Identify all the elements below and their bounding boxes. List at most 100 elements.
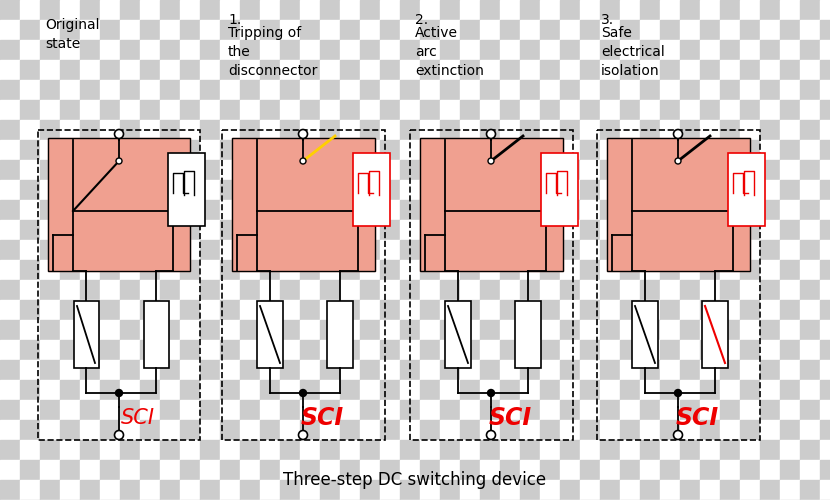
Bar xyxy=(780,360,800,380)
Bar xyxy=(140,120,160,140)
Bar xyxy=(660,280,680,300)
Bar xyxy=(540,160,560,180)
Bar xyxy=(160,380,180,400)
Bar xyxy=(620,180,640,200)
Bar xyxy=(500,280,520,300)
Bar xyxy=(500,460,520,480)
Bar xyxy=(640,60,660,80)
Bar xyxy=(800,0,820,20)
Bar xyxy=(100,120,120,140)
Bar xyxy=(140,400,160,420)
Bar xyxy=(560,140,580,160)
Bar xyxy=(200,280,220,300)
Bar xyxy=(140,460,160,480)
Bar xyxy=(220,360,240,380)
Bar xyxy=(520,260,540,280)
Bar xyxy=(300,320,320,340)
Bar xyxy=(700,40,720,60)
Bar xyxy=(260,140,280,160)
Bar xyxy=(260,120,280,140)
Bar xyxy=(480,0,500,20)
Bar xyxy=(740,440,760,460)
Bar xyxy=(520,440,540,460)
Bar xyxy=(680,260,700,280)
Bar xyxy=(720,180,740,200)
Bar xyxy=(400,200,420,220)
Bar xyxy=(240,40,260,60)
Bar xyxy=(220,380,240,400)
Bar xyxy=(80,360,100,380)
Bar xyxy=(720,40,740,60)
Bar xyxy=(760,280,780,300)
Bar xyxy=(380,380,400,400)
Bar xyxy=(340,300,360,320)
Circle shape xyxy=(488,158,494,164)
Bar xyxy=(420,138,563,271)
Bar xyxy=(160,160,180,180)
Bar xyxy=(360,400,380,420)
Bar xyxy=(720,20,740,40)
Bar xyxy=(600,80,620,100)
Text: 1.: 1. xyxy=(228,13,242,27)
Bar xyxy=(480,40,500,60)
Bar xyxy=(360,420,380,440)
Bar xyxy=(560,320,580,340)
Bar xyxy=(160,460,180,480)
Bar xyxy=(60,180,80,200)
Bar xyxy=(60,100,80,120)
Bar xyxy=(780,60,800,80)
Bar xyxy=(820,40,830,60)
Bar xyxy=(520,320,540,340)
Bar xyxy=(60,320,80,340)
Bar xyxy=(180,20,200,40)
Bar xyxy=(300,280,320,300)
Bar xyxy=(180,140,200,160)
Bar xyxy=(420,340,440,360)
Bar xyxy=(100,300,120,320)
Bar xyxy=(80,220,100,240)
Bar xyxy=(240,140,260,160)
Bar xyxy=(520,480,540,500)
Bar xyxy=(360,320,380,340)
Bar xyxy=(700,180,720,200)
Bar xyxy=(40,360,60,380)
Bar xyxy=(440,40,460,60)
Bar xyxy=(360,60,380,80)
Bar xyxy=(60,400,80,420)
Bar xyxy=(120,20,140,40)
Bar xyxy=(280,160,300,180)
Bar xyxy=(160,120,180,140)
Bar xyxy=(780,140,800,160)
Bar xyxy=(20,420,40,440)
Bar xyxy=(240,480,260,500)
Bar xyxy=(780,300,800,320)
Bar xyxy=(320,380,340,400)
Bar xyxy=(20,300,40,320)
Bar xyxy=(80,460,100,480)
Bar xyxy=(820,320,830,340)
Bar xyxy=(200,380,220,400)
Bar xyxy=(320,160,340,180)
Bar xyxy=(620,80,640,100)
Bar xyxy=(60,80,80,100)
Bar xyxy=(620,240,640,260)
Bar xyxy=(40,100,60,120)
Bar xyxy=(60,340,80,360)
Bar xyxy=(480,60,500,80)
Bar xyxy=(780,40,800,60)
Bar xyxy=(540,400,560,420)
Bar xyxy=(660,80,680,100)
Bar xyxy=(740,360,760,380)
Bar xyxy=(460,40,480,60)
Bar xyxy=(620,0,640,20)
Bar xyxy=(340,480,360,500)
Bar xyxy=(80,200,100,220)
Bar xyxy=(740,80,760,100)
Bar xyxy=(300,300,320,320)
Bar xyxy=(540,340,560,360)
Bar xyxy=(420,60,440,80)
Bar xyxy=(400,40,420,60)
Bar xyxy=(620,140,640,160)
Bar xyxy=(740,20,760,40)
Bar xyxy=(320,60,340,80)
